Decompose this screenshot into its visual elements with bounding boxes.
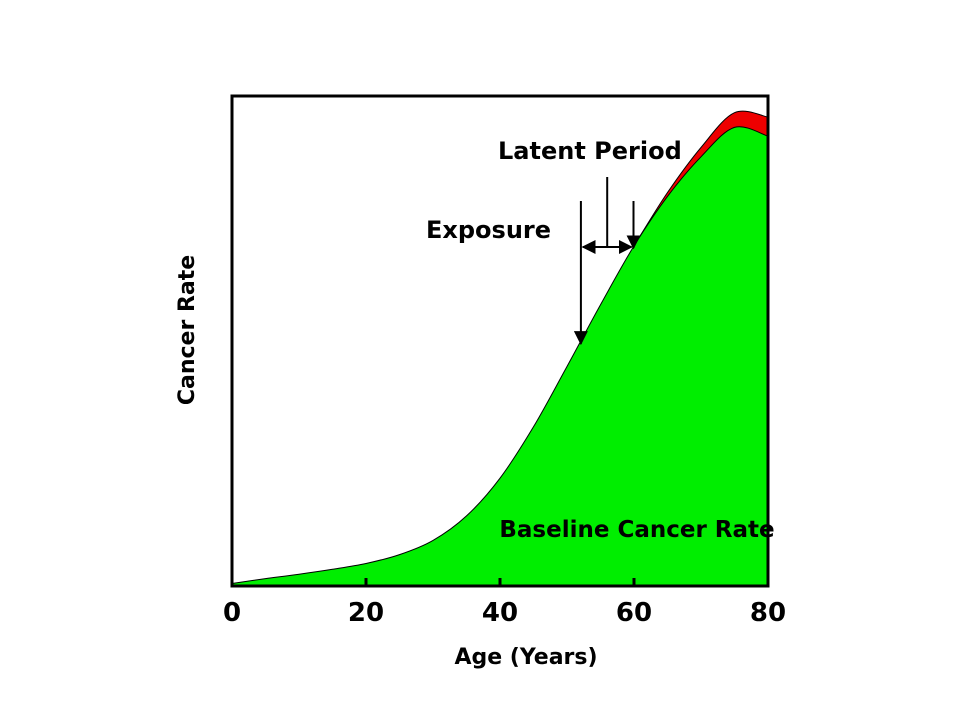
x-ticks: 0 20 40 60 80 xyxy=(223,578,786,628)
x-tick-label: 20 xyxy=(348,598,384,628)
baseline-label-line1: Baseline Cancer Rate xyxy=(499,517,774,543)
x-tick-label: 40 xyxy=(482,598,518,628)
chart-areas xyxy=(231,110,769,587)
latent-period-label: Latent Period xyxy=(498,137,682,165)
y-axis-label: Cancer Rate xyxy=(175,255,200,405)
x-axis-label: Age (Years) xyxy=(454,645,597,670)
exposure-label: Exposure xyxy=(426,216,551,244)
annotations xyxy=(573,177,641,346)
x-tick-label: 60 xyxy=(616,598,652,628)
x-tick-label: 0 xyxy=(223,598,241,628)
x-tick-label: 80 xyxy=(750,598,786,628)
baseline-area xyxy=(231,126,769,587)
